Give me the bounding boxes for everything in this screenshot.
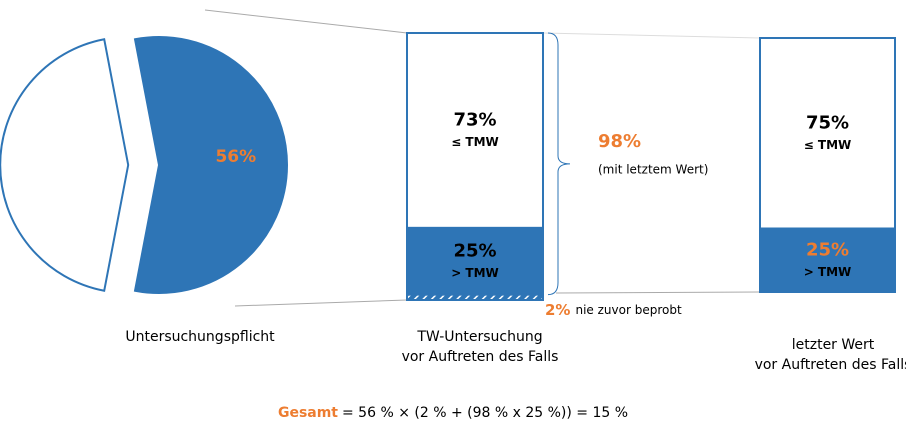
segment-value: 75% (806, 112, 849, 133)
segment-value: 25% (806, 239, 849, 260)
bar-label: vor Auftreten des Falls (755, 357, 906, 373)
pie-slice (0, 38, 130, 292)
bar-segment (759, 227, 896, 293)
segment-value: 2% (545, 301, 570, 319)
segment-label: 2% nie zuvor beprobt (545, 301, 682, 319)
bar-segment (406, 293, 544, 302)
bar-segment (406, 226, 544, 296)
formula: Gesamt = 56 % × (2 % + (98 % x 25 %)) = 1… (278, 405, 628, 421)
pie-slice (133, 36, 288, 294)
segment-value: 73% (453, 109, 496, 130)
bar-label: TW-Untersuchung (416, 329, 542, 345)
bracket (547, 32, 571, 296)
connector (542, 32, 761, 39)
connector (234, 299, 408, 307)
formula-text: = 56 % × (2 % + (98 % x 25 %)) = 15 % (342, 405, 628, 421)
segment-name: > TMW (451, 266, 499, 280)
segment-name: ≤ TMW (451, 135, 499, 149)
bracket-note: (mit letztem Wert) (598, 162, 708, 176)
bracket-value: 98% (598, 131, 641, 152)
connector (555, 291, 761, 294)
slice-label: 56% (215, 147, 256, 167)
bar-label: letzter Wert (792, 337, 875, 353)
bar-segment (406, 32, 544, 229)
formula-label: Gesamt (278, 405, 338, 421)
connector (204, 9, 408, 34)
bar-label: vor Auftreten des Falls (402, 349, 559, 365)
bar-segment (759, 37, 896, 230)
segment-name: nie zuvor beprobt (575, 303, 681, 317)
segment-name: > TMW (804, 265, 852, 279)
pie-label: Untersuchungspflicht (125, 329, 275, 345)
segment-name: ≤ TMW (804, 138, 852, 152)
segment-value: 25% (453, 240, 496, 261)
